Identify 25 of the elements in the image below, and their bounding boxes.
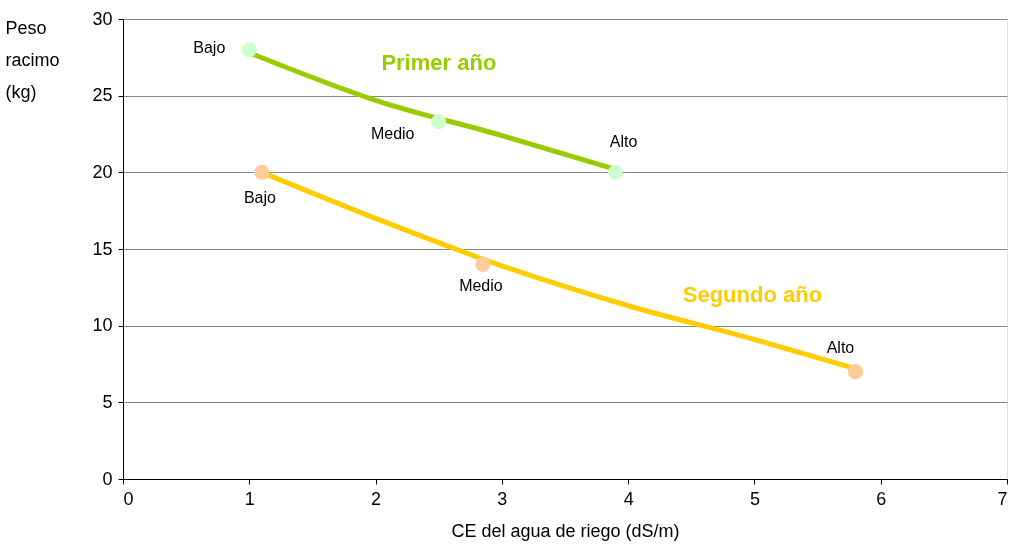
x-tick-label: 2 (371, 488, 382, 509)
x-tick-label: 3 (497, 488, 508, 509)
x-tick-label: 0 (123, 488, 134, 509)
x-tick-label: 1 (244, 488, 255, 509)
annotation: Alto (609, 133, 638, 151)
y-tick-label: 10 (92, 315, 113, 336)
series-label: Segundo año (682, 282, 823, 308)
x-tick-label: 5 (749, 488, 760, 509)
y-tick-label: 0 (102, 468, 113, 489)
y-tick-label: 25 (92, 85, 113, 106)
series-label: Primer año (381, 49, 497, 75)
x-tick-label: 4 (623, 488, 634, 509)
x-axis-title: CE del agua de riego (dS/m) (451, 520, 680, 541)
y-tick-label: 20 (92, 161, 113, 182)
annotation: Medio (370, 124, 415, 142)
x-tick-label: 7 (997, 488, 1008, 509)
y-axis-title: Peso racimo (kg) (5, 17, 60, 102)
y-tick-label: 15 (92, 238, 113, 259)
y-tick-label: 5 (102, 391, 113, 412)
y-tick-label: 30 (92, 8, 113, 29)
annotation: Bajo (243, 189, 277, 207)
annotation: Bajo (193, 38, 226, 56)
x-tick-label: 6 (876, 488, 887, 509)
annotation: Medio (459, 277, 503, 295)
annotation: Alto (826, 338, 855, 356)
